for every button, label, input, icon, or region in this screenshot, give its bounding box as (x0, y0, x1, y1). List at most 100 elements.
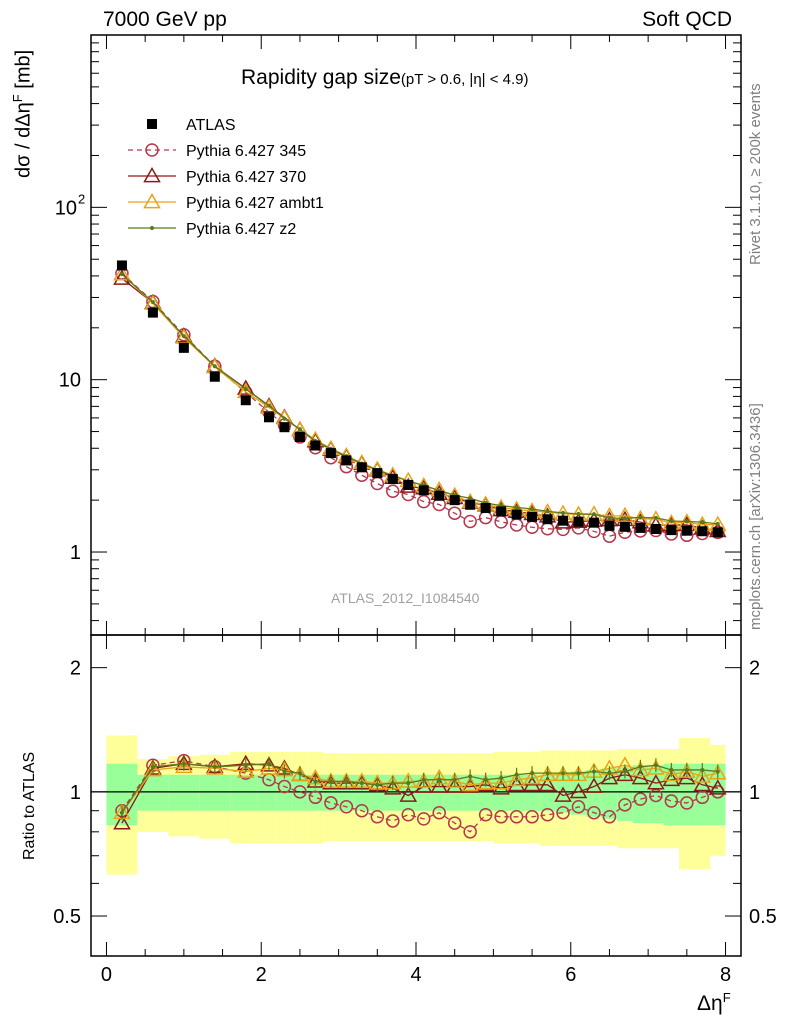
ratio-band-inner (230, 774, 258, 811)
y-tick-label-main: 10 (59, 370, 81, 392)
ratio-series-3-point (359, 781, 364, 786)
y-axis-label-main-sup: F (10, 94, 25, 103)
ratio-series-0-point (308, 790, 323, 805)
data-point (635, 522, 646, 533)
header-left: 7000 GeV pp (103, 8, 227, 31)
analysis-label: ATLAS_2012_I1084540 (331, 590, 480, 606)
series-3-point (468, 496, 473, 501)
ratio-series-1-point (383, 779, 402, 795)
ratio-series-3-point (243, 763, 248, 768)
data-point (604, 520, 615, 531)
ratio-series-1-point (461, 777, 479, 793)
data-point (116, 260, 127, 271)
x-tick-label: 4 (410, 964, 421, 986)
x-tick-label: 8 (720, 964, 731, 986)
ratio-series-3-point (119, 810, 124, 815)
chart-title: Rapidity gap size(pT > 0.6, |η| < 4.9) (241, 66, 529, 90)
series-3-point (715, 521, 720, 526)
series-3-point (530, 507, 535, 512)
ratio-series-2-point (291, 765, 309, 782)
data-point (294, 431, 305, 442)
y-tick-label-ratio: 1 (70, 782, 81, 804)
data-point (619, 521, 630, 532)
ratio-series-2-point (678, 762, 696, 778)
series-3-point (638, 515, 643, 520)
legend-marker-2 (143, 166, 161, 183)
legend-marker-4 (150, 226, 154, 230)
ratio-series-2-point (569, 765, 588, 782)
y-tick-label-ratio-right: 2 (749, 658, 760, 680)
series-3-point (282, 416, 287, 421)
ratio-series-3-point (684, 767, 689, 772)
series-3-point (545, 509, 550, 514)
legend-label-1: Pythia 6.427 345 (186, 143, 306, 160)
series-2-point (616, 506, 634, 523)
ratio-series-1-point (662, 770, 681, 787)
series-0-point (416, 494, 431, 509)
ratio-series-0-point (293, 785, 307, 799)
data-point (387, 474, 398, 485)
data-point (310, 440, 321, 451)
ratio-series-2-point (647, 759, 665, 775)
ratio-series-3-point (328, 779, 333, 784)
series-0-point (386, 484, 400, 498)
ratio-series-3-point (375, 782, 380, 787)
ratio-series-0-point (355, 803, 369, 818)
series-3-point (700, 520, 705, 525)
data-point (434, 490, 445, 501)
ratio-series-1-point (399, 786, 418, 802)
y-axis-label-main-unit: [mb] (12, 49, 35, 89)
ratio-series-0-point (447, 816, 462, 830)
data-point (650, 524, 661, 535)
ratio-series-0-point (339, 800, 354, 814)
ratio-band-inner (168, 774, 200, 811)
ratio-series-0-point (664, 794, 679, 808)
ratio-series-0-point (277, 779, 292, 794)
x-axis-label-sup: F (722, 990, 731, 1005)
chart-title-sub: (pT > 0.6, |η| < 4.9) (400, 71, 529, 88)
ratio-series-0-point (432, 805, 446, 820)
data-point (681, 525, 692, 536)
legend-marker-3 (143, 192, 161, 209)
ratio-series-3-point (622, 769, 627, 774)
series-3-point (212, 364, 217, 369)
ratio-series-0-point (463, 825, 477, 839)
y-tick-label-ratio: 2 (70, 658, 81, 680)
ratio-series-3-point (700, 767, 705, 772)
ratio-series-3-point (499, 776, 504, 781)
ratio-series-2-point (507, 770, 526, 787)
chart-title-main: Rapidity gap size (241, 66, 401, 89)
data-point (588, 517, 599, 528)
series-3-point (591, 512, 596, 517)
ratio-series-1-point (144, 759, 162, 775)
ratio-band-inner (199, 774, 231, 811)
ratio-series-1-point (414, 777, 433, 793)
data-point (403, 479, 414, 490)
series-0-point (478, 510, 493, 525)
ratio-series-1-point (616, 765, 634, 782)
ratio-series-0-point (478, 807, 493, 822)
ratio-series-3-point (607, 771, 612, 776)
x-axis-label-text: Δη (697, 992, 723, 1015)
ratio-series-2-point (476, 774, 495, 790)
ratio-band-inner (632, 765, 649, 824)
data-point (527, 511, 538, 522)
ratio-band-inner (586, 769, 602, 817)
series-3-point (684, 519, 689, 524)
ratio-series-2-point (461, 775, 479, 792)
data-point (418, 485, 429, 496)
ratio-series-3-point (313, 779, 318, 784)
ratio-series-2-point (236, 762, 255, 778)
data-point (697, 526, 708, 537)
series-3-point (561, 510, 566, 515)
ratio-series-1-point (492, 779, 510, 795)
ratio-series-3-point (561, 771, 566, 776)
legend-label-3: Pythia 6.427 ambt1 (186, 195, 324, 212)
ratio-series-3-point (514, 772, 519, 777)
data-point (372, 468, 383, 479)
data-point (666, 525, 677, 536)
main-plot-series (113, 260, 727, 543)
series-3-point (266, 403, 271, 408)
ratio-series-3-point (344, 779, 349, 784)
ratio-series-3-point (390, 781, 395, 786)
